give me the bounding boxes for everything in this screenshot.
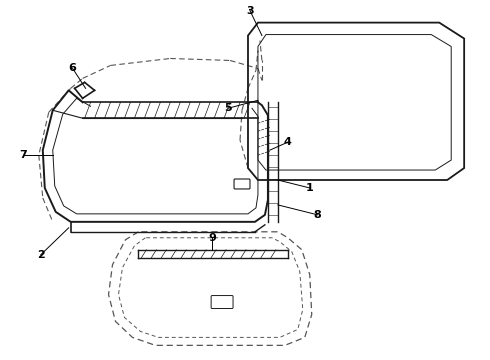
FancyBboxPatch shape (211, 296, 233, 309)
Text: 9: 9 (208, 233, 216, 243)
Text: 6: 6 (69, 63, 76, 73)
Text: 2: 2 (37, 250, 45, 260)
Text: 5: 5 (224, 103, 232, 113)
FancyBboxPatch shape (234, 179, 250, 189)
Text: 1: 1 (306, 183, 314, 193)
Text: 4: 4 (284, 137, 292, 147)
Text: 8: 8 (314, 210, 321, 220)
Text: 3: 3 (246, 6, 254, 15)
Text: 7: 7 (19, 150, 27, 160)
